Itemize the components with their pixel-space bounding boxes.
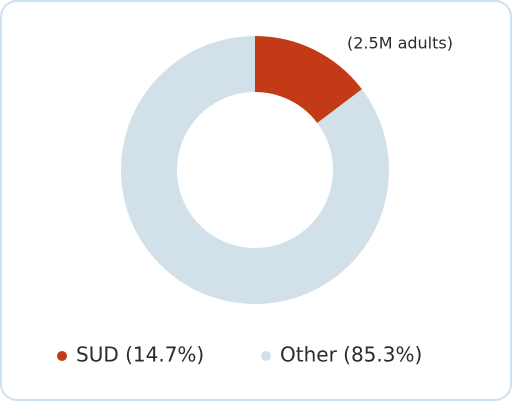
legend-marker xyxy=(57,351,67,361)
annotation: (2.5M adults) xyxy=(347,34,453,53)
legend-label: Other (85.3%) xyxy=(280,343,422,367)
donut-slice xyxy=(120,36,389,304)
legend-label: SUD (14.7%) xyxy=(76,343,204,367)
legend-marker xyxy=(261,351,271,361)
donut-slice xyxy=(255,36,362,123)
